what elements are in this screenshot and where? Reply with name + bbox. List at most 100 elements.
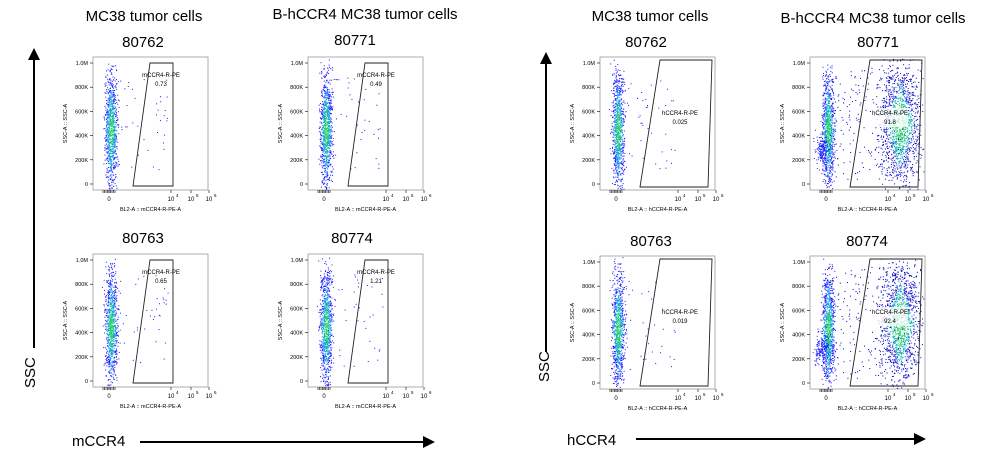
y-axis-label-ssc: SSC bbox=[22, 357, 39, 388]
y-tick-label: 400K bbox=[582, 134, 595, 140]
plot-y-label: SSC-A :: SSC-A bbox=[278, 103, 284, 143]
gate-polygon bbox=[639, 59, 713, 188]
ssc-arrow-right bbox=[540, 52, 552, 352]
gate-name: mCCR4-R-PE bbox=[142, 270, 180, 276]
gate-name: mCCR4-R-PE bbox=[357, 73, 395, 79]
sample-id: 80771 bbox=[857, 34, 899, 51]
plot-x-label: BL2-A :: hCCR4-R-PE-A bbox=[628, 406, 688, 412]
x-tick-exponent: 5 bbox=[411, 193, 414, 198]
x-tick-exponent: 4 bbox=[893, 392, 896, 397]
plot-x-label: BL2-A :: mCCR4-R-PE-A bbox=[120, 404, 181, 410]
y-tick-label: 600K bbox=[582, 109, 595, 115]
y-tick-label: 1.0M bbox=[291, 61, 304, 67]
x-tick-exponent: 5 bbox=[196, 193, 199, 198]
y-tick-label: 200K bbox=[792, 158, 805, 164]
x-tick-exponent: 5 bbox=[703, 392, 706, 397]
gate-polygon bbox=[347, 62, 389, 187]
plot-x-label: BL2-A :: hCCR4-R-PE-A bbox=[838, 406, 898, 412]
sample-id: 80763 bbox=[122, 230, 164, 247]
gate-value: 92.4 bbox=[884, 319, 896, 325]
y-tick-label: 1.0M bbox=[793, 260, 806, 266]
event-dots bbox=[318, 59, 381, 190]
sample-id: 80762 bbox=[122, 34, 164, 51]
y-tick-label: 200K bbox=[75, 355, 88, 361]
header-mc38-left: MC38 tumor cells bbox=[85, 8, 203, 25]
y-tick-label: 200K bbox=[792, 357, 805, 363]
x-tick-exponent: 6 bbox=[721, 392, 724, 397]
y-tick-label: 400K bbox=[75, 134, 88, 140]
y-tick-label: 0 bbox=[592, 182, 595, 188]
x-tick-label: 10 bbox=[923, 197, 930, 203]
x-tick-label: 10 bbox=[403, 394, 410, 400]
y-tick-label: 0 bbox=[802, 182, 805, 188]
x-tick-exponent: 6 bbox=[931, 392, 934, 397]
x-tick-label: 0 bbox=[614, 197, 618, 203]
x-tick-label: 10 bbox=[383, 394, 390, 400]
gate-name: hCCR4-R-PE bbox=[872, 111, 908, 117]
y-tick-label: 400K bbox=[75, 331, 88, 337]
y-tick-label: 600K bbox=[792, 109, 805, 115]
x-tick-label: 10 bbox=[421, 197, 428, 203]
x-tick-label: 0 bbox=[824, 197, 828, 203]
y-tick-label: 0 bbox=[300, 182, 303, 188]
plot-y-label: SSC-A :: SSC-A bbox=[63, 103, 69, 143]
y-tick-label: 600K bbox=[582, 308, 595, 314]
y-tick-label: 200K bbox=[290, 158, 303, 164]
gate-name: mCCR4-R-PE bbox=[357, 270, 395, 276]
x-tick-exponent: 6 bbox=[214, 193, 217, 198]
y-tick-label: 400K bbox=[792, 333, 805, 339]
x-tick-exponent: 6 bbox=[429, 390, 432, 395]
x-tick-exponent: 6 bbox=[931, 193, 934, 198]
x-tick-exponent: 5 bbox=[913, 193, 916, 198]
y-tick-label: 600K bbox=[290, 306, 303, 312]
plot-x-label: BL2-A :: mCCR4-R-PE-A bbox=[335, 207, 396, 213]
x-tick-exponent: 4 bbox=[176, 193, 179, 198]
x-tick-label: 10 bbox=[383, 197, 390, 203]
y-tick-label: 0 bbox=[592, 381, 595, 387]
y-tick-label: 1.0M bbox=[793, 61, 806, 67]
x-tick-exponent: 5 bbox=[196, 390, 199, 395]
gate-value: 91.8 bbox=[884, 120, 896, 126]
x-tick-label: 10 bbox=[188, 197, 195, 203]
x-tick-label: 10 bbox=[885, 197, 892, 203]
event-dots bbox=[316, 257, 384, 387]
plot-x-label: BL2-A :: hCCR4-R-PE-A bbox=[628, 207, 688, 213]
x-tick-label: 10 bbox=[675, 396, 682, 402]
x-tick-exponent: 6 bbox=[721, 193, 724, 198]
event-dots bbox=[609, 257, 676, 388]
gate-value: 0.49 bbox=[370, 82, 382, 88]
x-tick-label: 0 bbox=[322, 197, 326, 203]
x-tick-exponent: 4 bbox=[391, 390, 394, 395]
y-tick-label: 800K bbox=[792, 284, 805, 290]
plot-x-label: BL2-A :: hCCR4-R-PE-A bbox=[838, 207, 898, 213]
y-tick-label: 0 bbox=[85, 379, 88, 385]
x-tick-label: 10 bbox=[675, 197, 682, 203]
plot-y-label: SSC-A :: SSC-A bbox=[278, 300, 284, 340]
y-tick-label: 800K bbox=[582, 85, 595, 91]
x-tick-exponent: 4 bbox=[683, 193, 686, 198]
x-tick-label: 10 bbox=[713, 396, 720, 402]
gate-polygon bbox=[639, 258, 713, 387]
x-tick-label: 10 bbox=[905, 396, 912, 402]
y-tick-label: 1.0M bbox=[291, 258, 304, 264]
flow-plot: 1.0M 800K 600K 400K 200K 0 SSC-A :: SSC-A 0 10 4 1… bbox=[270, 53, 432, 218]
mccr4-arrow bbox=[140, 436, 435, 448]
y-tick-label: 200K bbox=[75, 158, 88, 164]
y-tick-label: 0 bbox=[300, 379, 303, 385]
x-tick-label: 10 bbox=[713, 197, 720, 203]
y-tick-label: 400K bbox=[290, 331, 303, 337]
x-axis-label-hccr4: hCCR4 bbox=[567, 432, 617, 449]
x-tick-label: 10 bbox=[923, 396, 930, 402]
x-axis-label-mccr4: mCCR4 bbox=[72, 433, 126, 450]
flow-plot: 1.0M 800K 600K 400K 200K 0 SSC-A :: SSC-A 0 10 4 1… bbox=[562, 252, 724, 417]
plot-x-label: BL2-A :: mCCR4-R-PE-A bbox=[335, 404, 396, 410]
sample-id: 80763 bbox=[630, 233, 672, 250]
header-mc38-right: MC38 tumor cells bbox=[591, 8, 709, 25]
y-tick-label: 600K bbox=[75, 109, 88, 115]
gate-polygon bbox=[347, 259, 389, 384]
x-tick-exponent: 4 bbox=[683, 392, 686, 397]
y-tick-label: 600K bbox=[75, 306, 88, 312]
plot-y-label: SSC-A :: SSC-A bbox=[780, 103, 786, 143]
y-tick-label: 1.0M bbox=[583, 61, 596, 67]
x-tick-label: 10 bbox=[885, 396, 892, 402]
